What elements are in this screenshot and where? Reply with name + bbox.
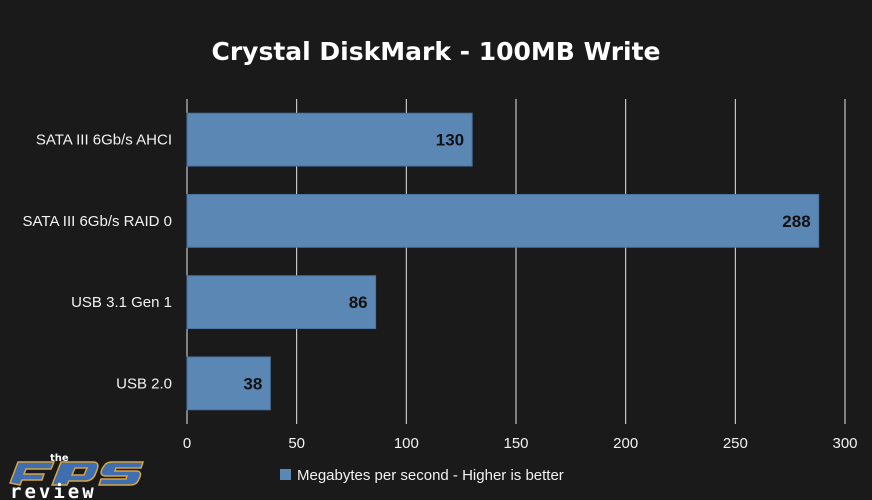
x-tick-label: 0 <box>183 435 191 452</box>
x-tick-label: 200 <box>613 435 638 452</box>
data-labels: 130 288 86 38 <box>243 131 810 394</box>
legend-label: Megabytes per second - Higher is better <box>297 467 564 484</box>
legend-swatch <box>280 469 291 480</box>
x-tick-label: 100 <box>394 435 419 452</box>
data-label: 288 <box>782 212 810 231</box>
logo-review-text: review <box>10 481 97 500</box>
category-label: SATA III 6Gb/s RAID 0 <box>23 213 173 230</box>
x-tick-labels: 0 50 100 150 200 250 300 <box>183 435 858 452</box>
bar <box>186 275 377 330</box>
fps-review-logo: the review <box>8 453 145 500</box>
chart-title: Crystal DiskMark - 100MB Write <box>211 37 660 66</box>
category-labels: SATA III 6Gb/s AHCI SATA III 6Gb/s RAID 0… <box>23 132 173 393</box>
data-label: 130 <box>436 131 464 150</box>
legend: Megabytes per second - Higher is better <box>280 467 564 484</box>
x-tick-label: 150 <box>503 435 528 452</box>
bar <box>186 112 473 167</box>
bar <box>186 193 820 248</box>
logo-p-shape <box>50 461 99 486</box>
category-label: SATA III 6Gb/s AHCI <box>36 132 172 149</box>
data-label: 38 <box>243 374 262 393</box>
bar <box>186 356 271 411</box>
x-tick-label: 300 <box>832 435 857 452</box>
data-label: 86 <box>349 293 368 312</box>
logo-s-shape <box>97 461 145 486</box>
x-tick-label: 50 <box>288 435 305 452</box>
x-tick-label: 250 <box>723 435 748 452</box>
logo-the-text: the <box>50 453 69 464</box>
logo-f-shape <box>8 461 56 486</box>
category-label: USB 2.0 <box>116 375 172 392</box>
category-label: USB 3.1 Gen 1 <box>71 294 172 311</box>
bars <box>186 112 820 411</box>
